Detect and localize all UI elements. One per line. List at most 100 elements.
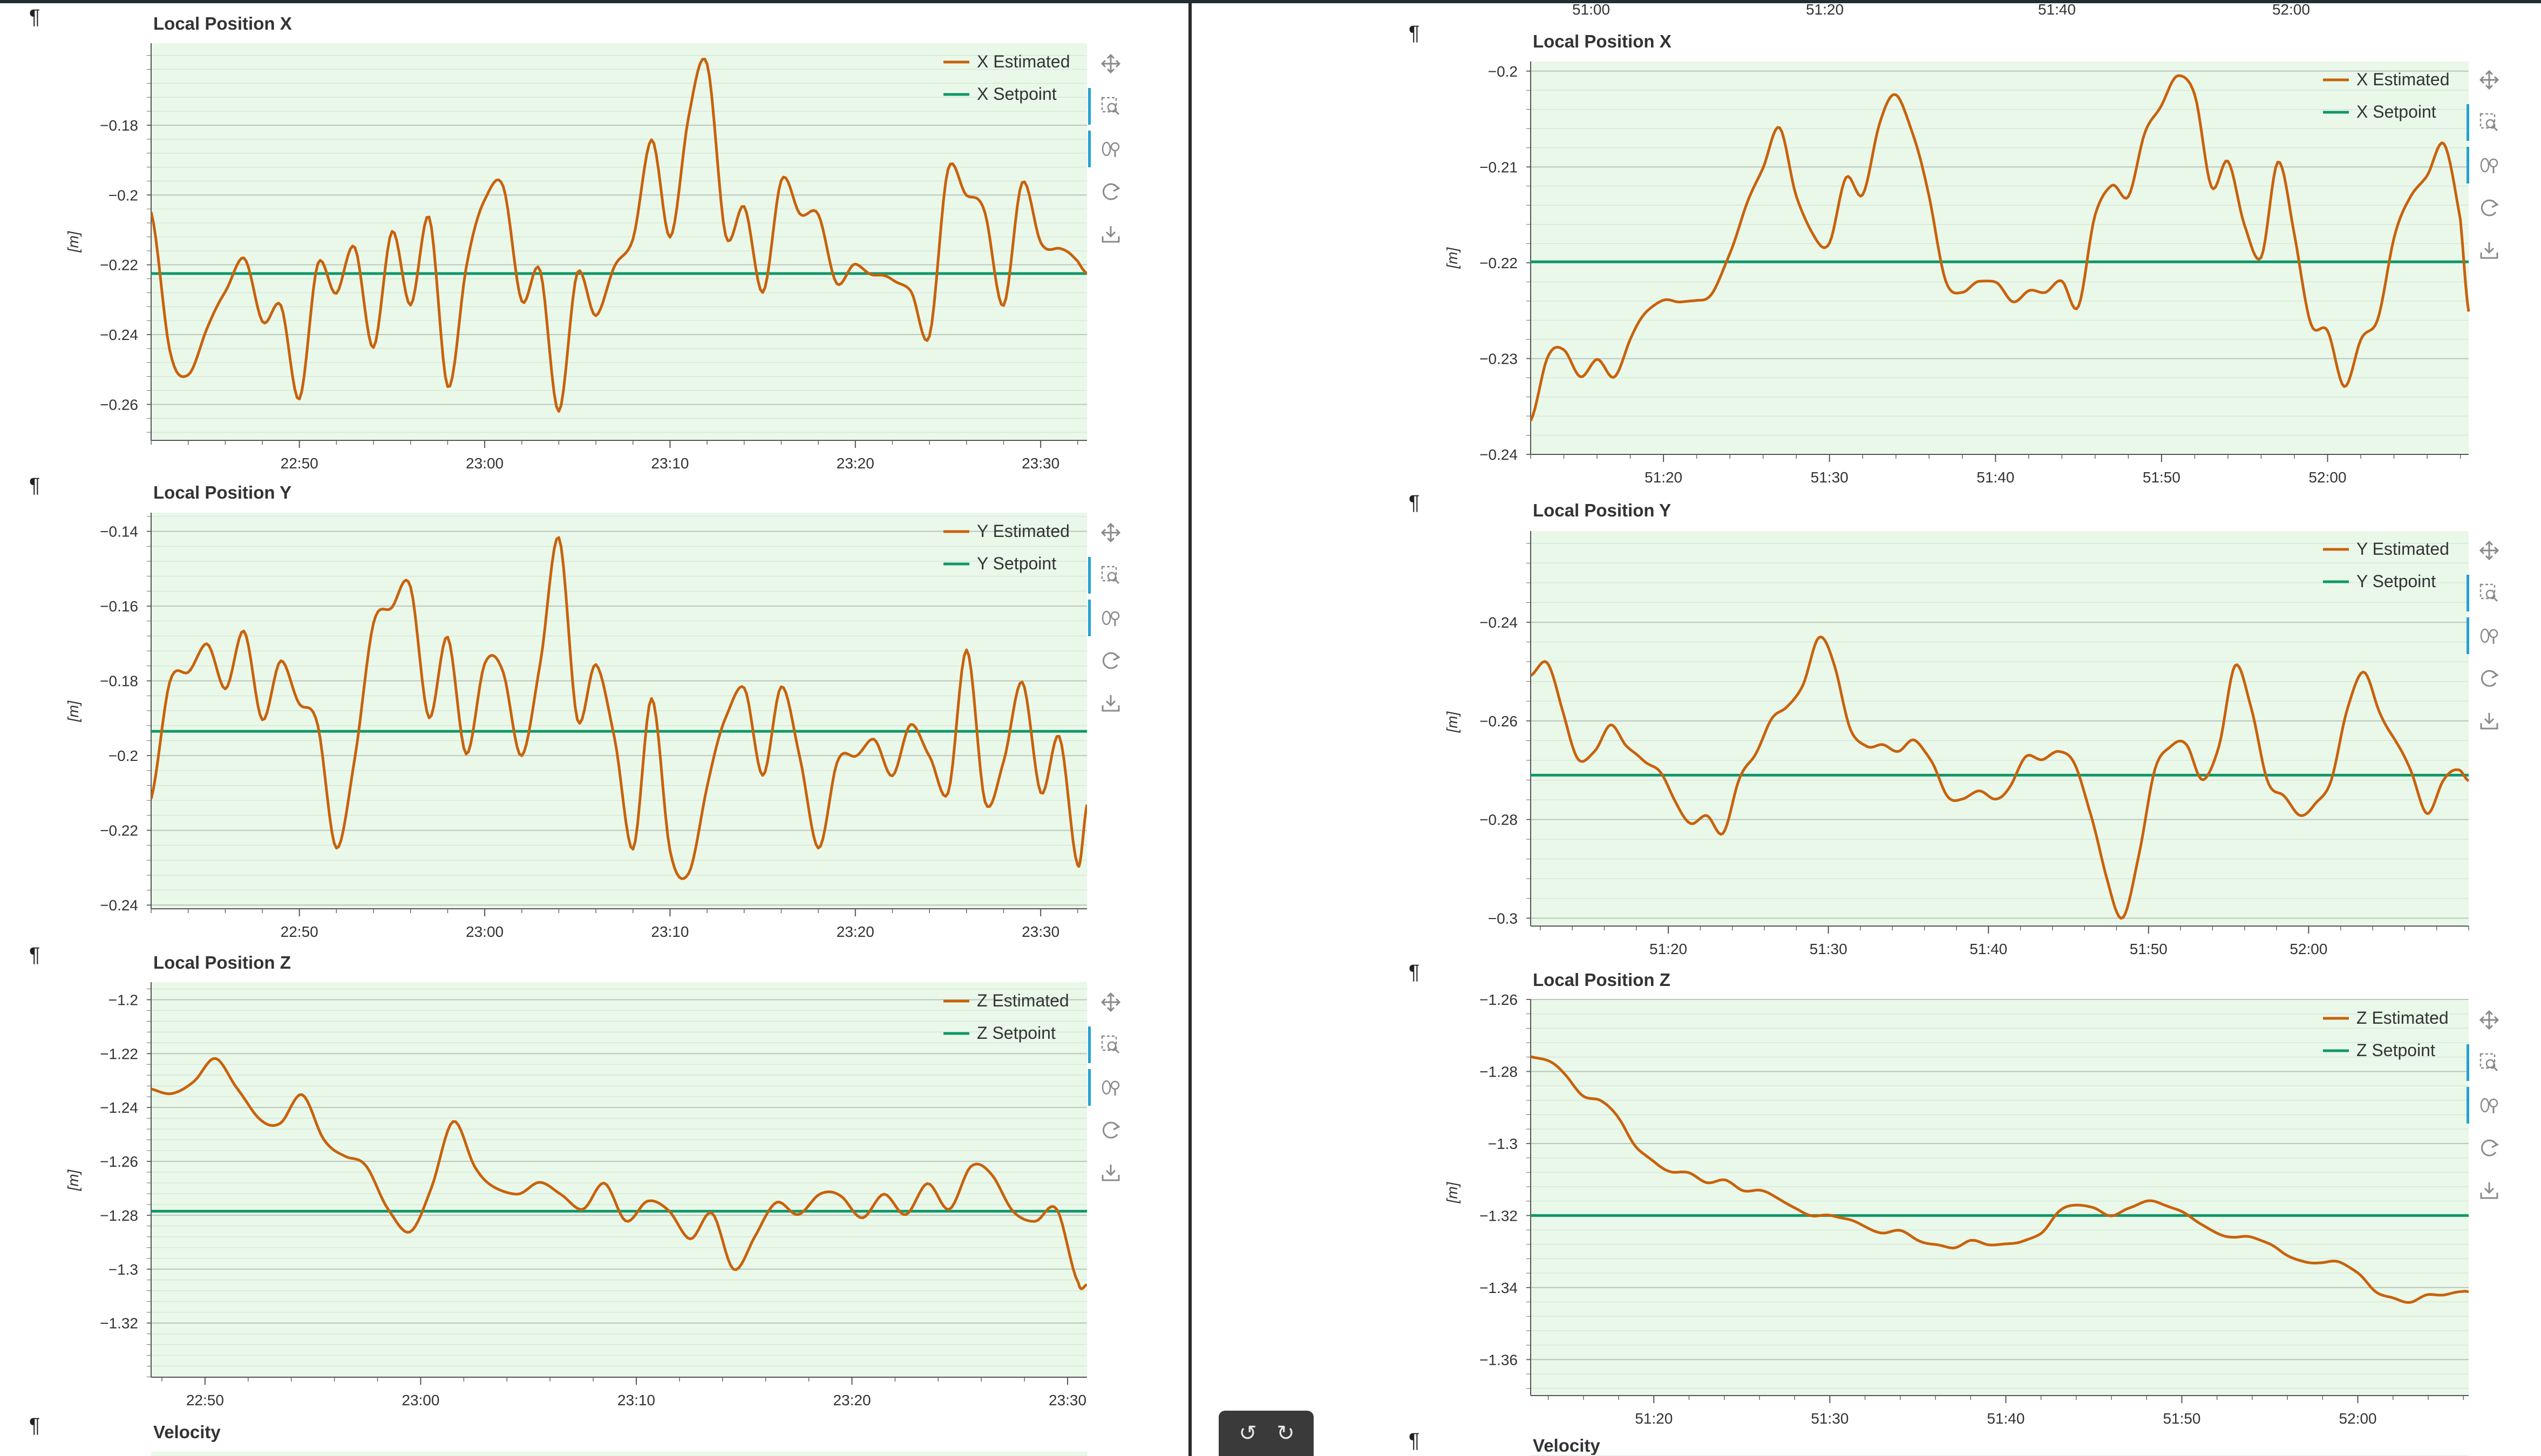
wheel-zoom-icon[interactable] — [2467, 617, 2498, 654]
plot-area — [151, 1452, 1087, 1456]
plot-toolbar — [1088, 522, 1121, 712]
y-tick-label: −0.22 — [100, 822, 138, 839]
reset-icon[interactable] — [1102, 183, 1120, 200]
reset-arrowhead — [1113, 652, 1120, 661]
zoom-lens — [2489, 1098, 2498, 1108]
pan-tool-icon[interactable] — [2479, 70, 2499, 90]
x-tick-label: 51:40 — [1976, 469, 2014, 486]
pan-tool-icon[interactable] — [1100, 992, 1121, 1012]
legend-label: Y Setpoint — [2356, 571, 2436, 591]
pan-tool-icon[interactable] — [2479, 1010, 2499, 1030]
active-tool-indicator — [1088, 557, 1091, 594]
y-tick-label: −0.3 — [1488, 910, 1518, 927]
y-tick-label: −0.18 — [100, 673, 138, 690]
reset-icon[interactable] — [2481, 670, 2499, 687]
save-icon[interactable] — [1102, 226, 1120, 243]
active-tool-indicator — [2467, 104, 2469, 141]
wheel-zoom-icon[interactable] — [1088, 600, 1120, 636]
column-splitter[interactable] — [1188, 0, 1192, 1456]
y-tick-label: −1.36 — [1479, 1351, 1518, 1368]
reset-icon[interactable] — [2481, 199, 2499, 216]
save-icon[interactable] — [1102, 1165, 1120, 1181]
plot-toolbar — [1088, 992, 1121, 1181]
chart-panel: ¶ Local Position Y −0.14 −0.16 −0.18 −0.2 −0.2… — [29, 474, 1087, 940]
x-tick-label: 51:50 — [2163, 1410, 2200, 1427]
y-tick-label: −1.34 — [1479, 1280, 1518, 1296]
pan-arrows — [2479, 1010, 2499, 1030]
reset-arc — [2481, 670, 2497, 687]
x-tick-label: 23:00 — [466, 923, 504, 940]
save-icon[interactable] — [2480, 713, 2498, 730]
y-axis-label: [m] — [65, 1169, 81, 1191]
legend-label: X Estimated — [2356, 70, 2450, 89]
redo-icon[interactable]: ↻ — [1276, 1421, 1295, 1445]
box-zoom-icon[interactable] — [2467, 1044, 2498, 1081]
zoom-lens — [1110, 142, 1120, 152]
legend-label: Z Setpoint — [977, 1023, 1056, 1043]
plot-area — [1531, 531, 2469, 926]
reset-icon[interactable] — [2481, 1139, 2499, 1156]
y-tick-label: −0.24 — [100, 897, 138, 914]
active-tool-indicator — [1088, 600, 1091, 636]
box-zoom-icon[interactable] — [2467, 575, 2498, 611]
section-pilcrow: ¶ — [29, 474, 40, 497]
wheel-zoom-icon[interactable] — [2467, 1087, 2498, 1124]
zoom-lens — [2489, 158, 2498, 168]
chart-title: Local Position X — [1533, 31, 1672, 51]
reset-arrowhead — [2491, 670, 2499, 679]
reset-arc — [2481, 199, 2497, 216]
undo-icon[interactable]: ↺ — [1239, 1421, 1257, 1445]
plot-toolbar — [2467, 70, 2499, 259]
wheel-zoom-icon[interactable] — [2467, 147, 2498, 183]
save-icon[interactable] — [1102, 695, 1120, 712]
y-tick-label: −1.2 — [108, 991, 138, 1008]
y-tick-label: −1.26 — [100, 1153, 138, 1170]
chart-panel: ¶ Local Position X −0.2 −0.21 −0.22 −0.23 −0.2… — [1409, 22, 2470, 486]
y-tick-label: −0.2 — [108, 187, 138, 203]
pan-tool-icon[interactable] — [1100, 53, 1121, 74]
x-tick-label: 22:50 — [186, 1392, 224, 1409]
top-axis-ticks: 51:00 51:20 51:40 52:00 — [1531, 1, 2470, 23]
x-tick-label: 52:00 — [2289, 941, 2327, 957]
estimated-line — [1531, 74, 2470, 421]
save-icon[interactable] — [2480, 1182, 2498, 1199]
x-tick-label: 22:50 — [281, 455, 318, 472]
chart-panel: ¶ Local Position Y −0.24 −0.26 −0.28 −0.3 51:2… — [1409, 492, 2470, 957]
chart-title: Velocity — [153, 1422, 221, 1442]
legend-label: Y Estimated — [2356, 539, 2449, 559]
x-tick-label: 23:30 — [1022, 923, 1059, 940]
y-tick-label: −0.22 — [100, 257, 138, 274]
zoom-handle — [2492, 1065, 2498, 1072]
pan-tool-icon[interactable] — [2479, 540, 2499, 561]
save-arrow — [2480, 242, 2498, 259]
legend-label: X Setpoint — [977, 84, 1057, 104]
reset-icon[interactable] — [1102, 652, 1120, 669]
x-tick-label: 52:00 — [2339, 1410, 2377, 1427]
y-tick-label: −0.2 — [1488, 63, 1518, 80]
wheel — [1102, 610, 1111, 625]
reset-arc — [1102, 183, 1119, 200]
y-tick-label: −0.16 — [100, 598, 138, 615]
zoom-lens — [1107, 1041, 1117, 1051]
box-zoom-icon[interactable] — [1088, 1026, 1120, 1063]
box-zoom-icon[interactable] — [1088, 88, 1120, 125]
active-tool-indicator — [1088, 88, 1091, 125]
plot-toolbar — [2467, 1010, 2499, 1199]
wheel-zoom-icon[interactable] — [1088, 1069, 1120, 1106]
y-axis-label: [m] — [1444, 711, 1460, 733]
wheel-zoom-icon[interactable] — [1088, 131, 1120, 167]
plot-toolbar — [1088, 53, 1121, 243]
box-zoom-icon[interactable] — [2467, 104, 2498, 141]
section-pilcrow: ¶ — [1409, 1430, 1419, 1452]
zoom-lens — [1110, 1080, 1120, 1090]
y-axis-label: [m] — [65, 700, 81, 722]
save-icon[interactable] — [2480, 242, 2498, 259]
zoom-box — [2479, 113, 2496, 129]
reset-icon[interactable] — [1102, 1121, 1120, 1139]
pan-tool-icon[interactable] — [1100, 522, 1121, 543]
chart-title: Velocity — [1533, 1435, 1600, 1455]
y-tick-label: −0.2 — [108, 747, 138, 764]
y-tick-label: −0.23 — [1479, 350, 1518, 367]
box-zoom-icon[interactable] — [1088, 557, 1120, 594]
zoom-box — [1101, 97, 1117, 113]
